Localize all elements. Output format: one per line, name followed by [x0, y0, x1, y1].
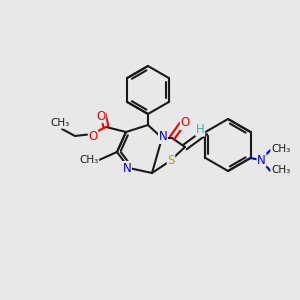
Text: H: H	[196, 123, 205, 136]
Text: N: N	[123, 161, 131, 175]
Text: N: N	[159, 130, 167, 143]
Text: CH₃: CH₃	[271, 165, 290, 175]
Text: CH₃: CH₃	[271, 144, 290, 154]
Text: N: N	[257, 154, 266, 166]
Text: CH₃: CH₃	[80, 155, 99, 165]
Text: O: O	[88, 130, 98, 142]
Text: O: O	[96, 110, 106, 122]
Text: CH₃: CH₃	[50, 118, 70, 128]
Text: O: O	[180, 116, 190, 130]
Text: S: S	[167, 154, 175, 167]
